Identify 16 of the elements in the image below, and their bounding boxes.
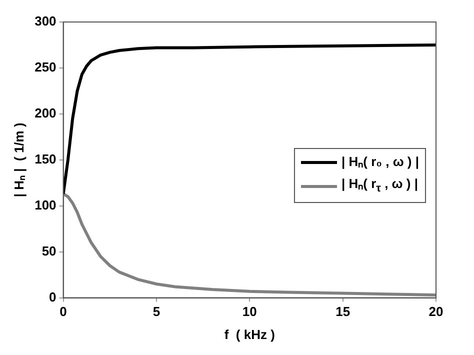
legend-label: | Hₙ( r₀ , ω ) |	[341, 153, 419, 171]
x-tick-label: 5	[152, 304, 160, 320]
y-tick-label: 50	[42, 243, 56, 258]
x-tick-label: 20	[428, 304, 444, 320]
y-tick-label: 150	[34, 151, 56, 166]
x-axis-title: f ( kHz )	[224, 326, 275, 342]
y-axis-title: | Hₙ | ( 1/m )	[11, 122, 26, 198]
y-tick-label: 100	[34, 197, 56, 212]
x-tick-label: 10	[242, 304, 257, 320]
x-tick-label: 15	[336, 304, 350, 320]
y-tick-label: 0	[49, 289, 56, 304]
y-tick-label: 200	[34, 106, 56, 121]
x-tick-label: 0	[60, 304, 67, 320]
y-tick-label: 250	[34, 60, 56, 75]
y-tick-label: 300	[34, 14, 56, 29]
legend-label: | Hₙ( r$_{τ}$ , ω ) |	[341, 175, 418, 197]
